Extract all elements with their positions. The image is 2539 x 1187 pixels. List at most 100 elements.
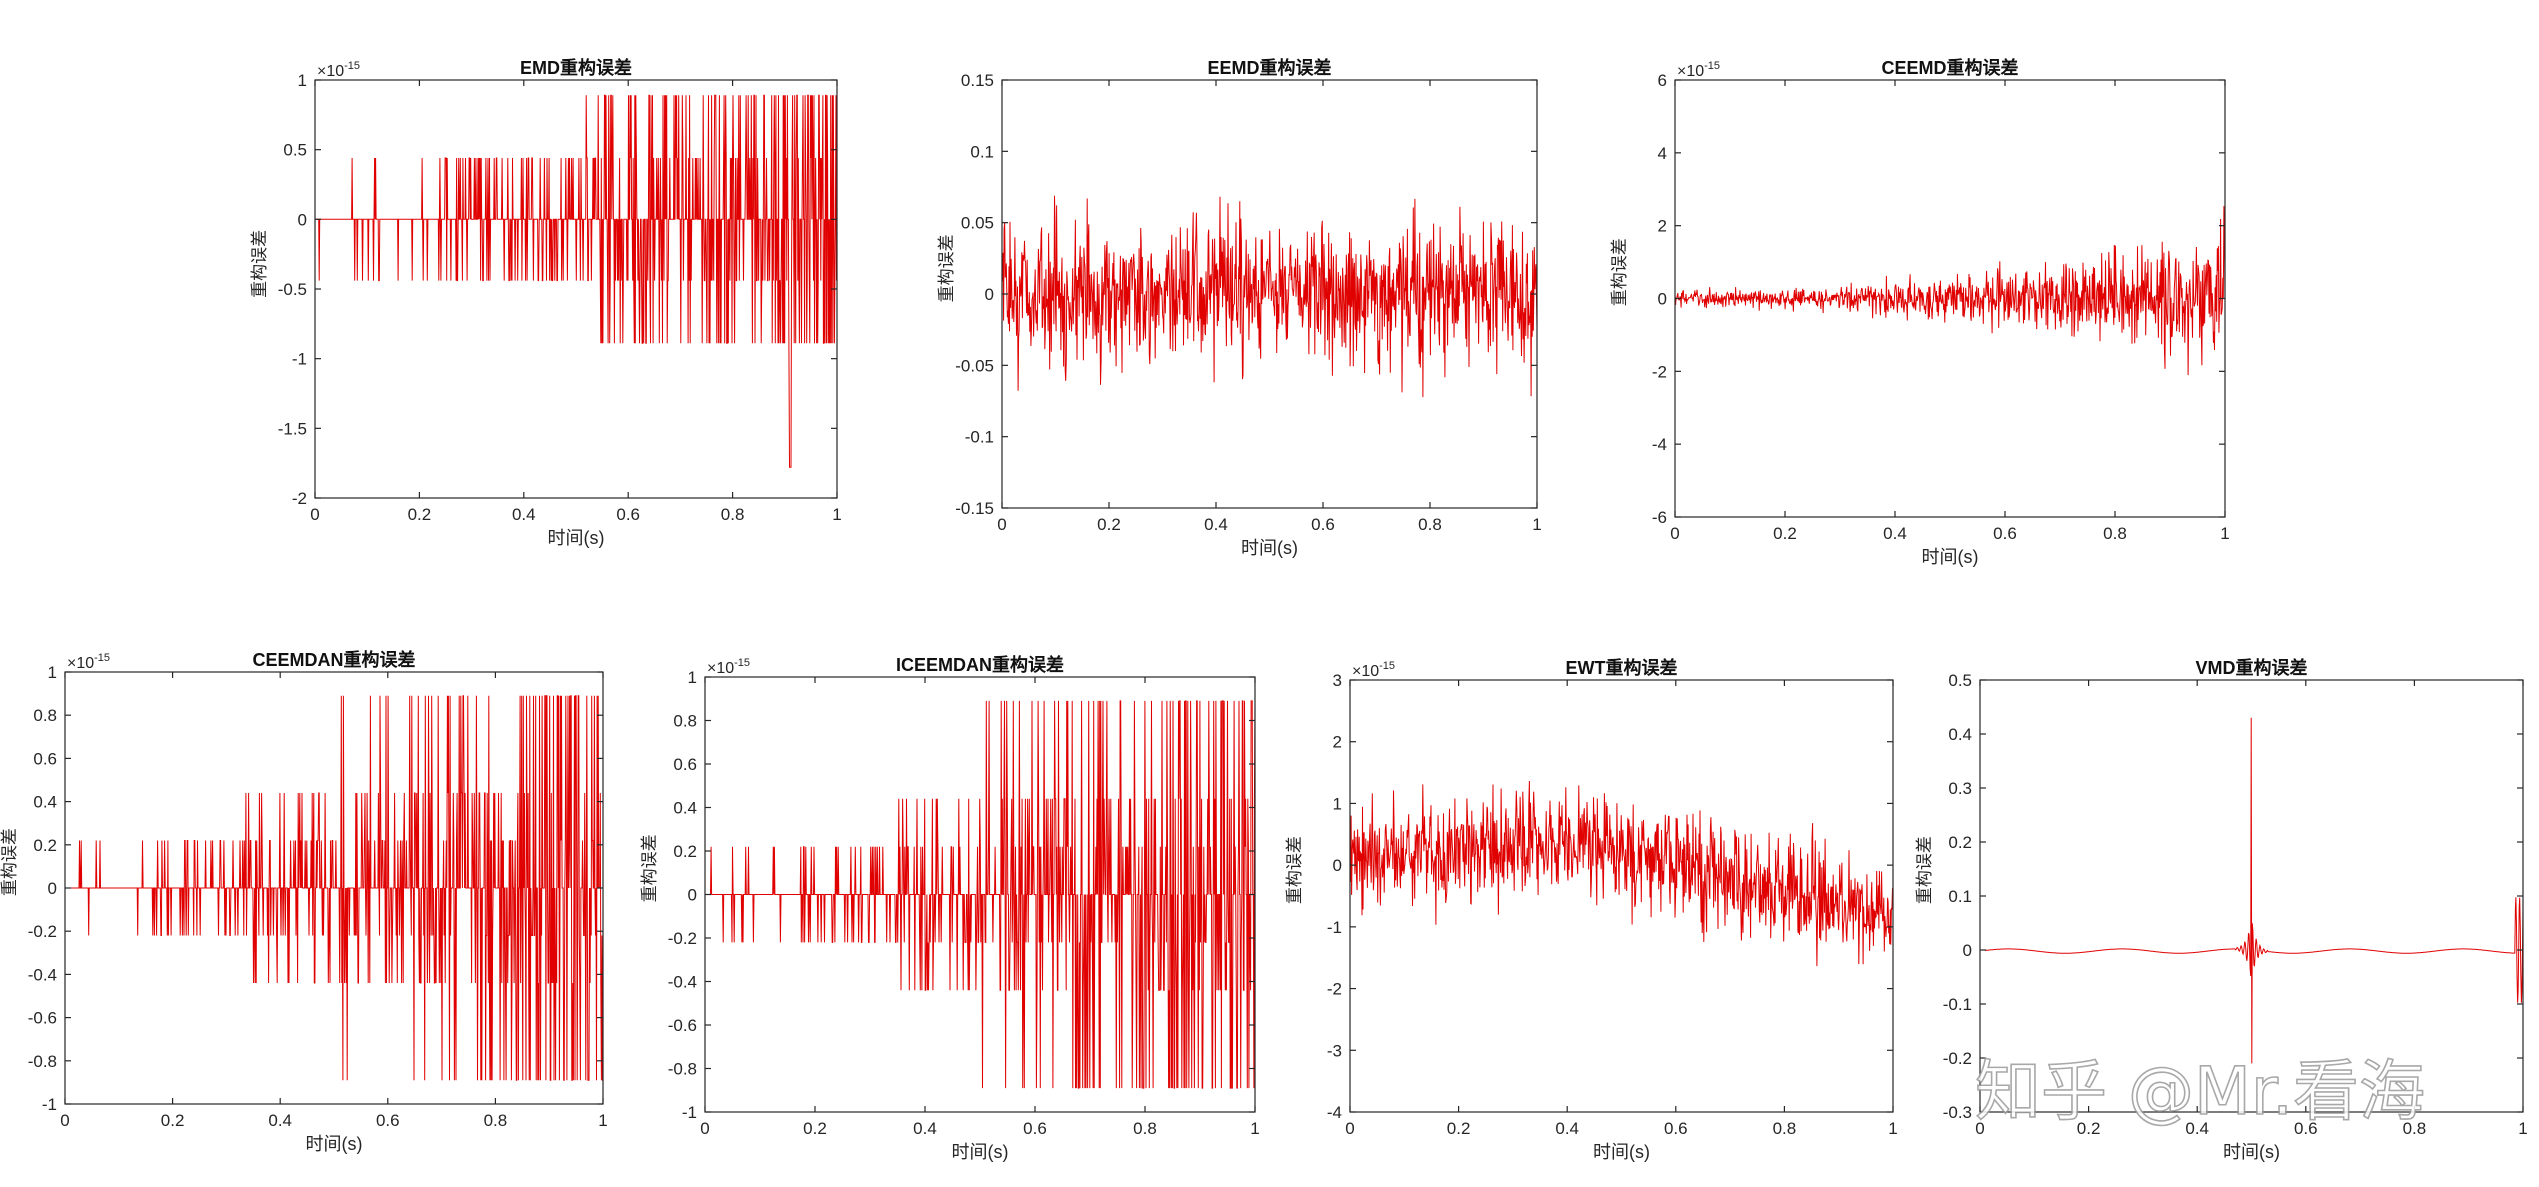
- chart-title: EMD重构误差: [520, 57, 632, 78]
- y-tick-label: 0.6: [33, 749, 57, 768]
- y-tick-label: -1.5: [278, 419, 307, 438]
- y-tick-label: 6: [1658, 71, 1667, 90]
- chart-title: CEEMDAN重构误差: [252, 649, 415, 670]
- x-tick-label: 0.2: [408, 505, 432, 524]
- x-tick-label: 0.2: [2077, 1119, 2101, 1138]
- x-axis-label: 时间(s): [306, 1134, 363, 1154]
- y-tick-label: 0: [298, 210, 307, 229]
- y-tick-label: 0.5: [283, 141, 307, 160]
- y-tick-label: 0: [985, 285, 994, 304]
- y-tick-label: -0.05: [955, 356, 994, 375]
- y-tick-label: 0: [1333, 856, 1342, 875]
- series-line: [315, 94, 837, 468]
- y-tick-label: 0.4: [1948, 725, 1972, 744]
- y-tick-label: -0.5: [278, 280, 307, 299]
- x-tick-label: 0.4: [1883, 524, 1907, 543]
- x-tick-label: 0.6: [2294, 1119, 2318, 1138]
- x-tick-label: 0.6: [1311, 515, 1335, 534]
- x-tick-label: 0.4: [1204, 515, 1228, 534]
- y-axis-label: 重构误差: [1915, 836, 1934, 904]
- y-tick-label: -0.15: [955, 499, 994, 518]
- y-tick-label: -1: [292, 350, 307, 369]
- x-axis-label: 时间(s): [2223, 1142, 2280, 1162]
- x-tick-label: 0.8: [1418, 515, 1442, 534]
- y-tick-label: -0.1: [965, 428, 994, 447]
- y-tick-label: -3: [1327, 1041, 1342, 1060]
- series-line: [1675, 206, 2225, 376]
- y-tick-label: 0.8: [33, 706, 57, 725]
- y-tick-label: -2: [292, 489, 307, 508]
- x-tick-label: 0.8: [484, 1111, 508, 1130]
- y-tick-label: 0: [1963, 941, 1972, 960]
- x-tick-label: 0: [997, 515, 1006, 534]
- y-tick-label: 0.2: [1948, 833, 1972, 852]
- y-tick-label: -6: [1652, 508, 1667, 527]
- x-tick-label: 0.6: [1993, 524, 2017, 543]
- y-tick-label: -0.1: [1943, 995, 1972, 1014]
- y-axis-label: 重构误差: [0, 828, 19, 896]
- y-tick-label: 1: [1333, 794, 1342, 813]
- y-axis-label: 重构误差: [1285, 836, 1304, 904]
- subplot-3: 0 0.2 0.4 0.6 0.8 1 -6 -4 -2 0 2 4 6 ×10-15 CEEMD重构误差时…: [1610, 57, 2230, 567]
- y-tick-label: -0.2: [28, 922, 57, 941]
- y-tick-label: 0.4: [33, 793, 57, 812]
- zhihu-watermark: 知乎 @Mr.看海: [1975, 1053, 2425, 1130]
- axes-frame: [314, 79, 838, 499]
- axis-exponent: ×10-15: [1677, 60, 1720, 80]
- y-tick-label: -0.3: [1943, 1103, 1972, 1122]
- x-tick-label: 1: [2220, 524, 2229, 543]
- x-axis-label: 时间(s): [952, 1142, 1009, 1162]
- x-tick-label: 0: [310, 505, 319, 524]
- y-tick-label: 2: [1333, 733, 1342, 752]
- x-tick-label: 0.8: [721, 505, 745, 524]
- chart-title: EWT重构误差: [1566, 657, 1678, 678]
- x-tick-label: 0.8: [1133, 1119, 1157, 1138]
- x-tick-label: 0: [1345, 1119, 1354, 1138]
- y-tick-label: 0.6: [673, 755, 697, 774]
- y-tick-label: 0.1: [1948, 887, 1972, 906]
- x-tick-label: 0.6: [616, 505, 640, 524]
- x-tick-label: 1: [598, 1111, 607, 1130]
- y-tick-label: -0.8: [668, 1060, 697, 1079]
- subplot-7: 0 0.2 0.4 0.6 0.8 1 -0.3 -0.2 -0.1 0 0.1 0.2 0.3 0.4 0…: [1915, 657, 2528, 1162]
- x-tick-label: 0.2: [1447, 1119, 1471, 1138]
- series-line: [65, 695, 603, 1081]
- x-tick-label: 0.4: [1555, 1119, 1579, 1138]
- chart-title: ICEEMDAN重构误差: [896, 654, 1064, 675]
- subplot-2: 0 0.2 0.4 0.6 0.8 1 -0.15 -0.1 -0.05 0 0.05 0.1 0.15…: [937, 57, 1542, 558]
- y-tick-label: 3: [1333, 671, 1342, 690]
- subplot-5: 0 0.2 0.4 0.6 0.8 1 -1 -0.8 -0.6 -0.4 -0.2 0 0.2 0.4 0…: [640, 654, 1260, 1162]
- y-tick-label: 0: [688, 886, 697, 905]
- subplot-6: 0 0.2 0.4 0.6 0.8 1 -4 -3 -2 -1 0 1 2 3 ×10-15 EWT重构误差时…: [1285, 657, 1898, 1162]
- y-tick-label: 0.2: [673, 842, 697, 861]
- chart-title: CEEMD重构误差: [1881, 57, 2018, 78]
- y-tick-label: 1: [48, 663, 57, 682]
- x-tick-label: 0.2: [1097, 515, 1121, 534]
- series-line: [1350, 780, 1893, 967]
- y-axis-label: 重构误差: [937, 234, 956, 302]
- y-tick-label: 0.1: [970, 142, 994, 161]
- x-tick-label: 0.6: [376, 1111, 400, 1130]
- axis-exponent: ×10-15: [1352, 660, 1395, 680]
- x-tick-label: 0.4: [512, 505, 536, 524]
- y-tick-label: -1: [1327, 918, 1342, 937]
- y-tick-label: -0.8: [28, 1052, 57, 1071]
- x-tick-label: 0.6: [1664, 1119, 1688, 1138]
- y-tick-label: -0.4: [28, 965, 57, 984]
- axis-exponent: ×10-15: [317, 60, 360, 80]
- x-tick-label: 0.2: [803, 1119, 827, 1138]
- y-tick-label: 1: [298, 71, 307, 90]
- x-axis-label: 时间(s): [1241, 538, 1298, 558]
- y-tick-label: 0.15: [961, 71, 994, 90]
- y-tick-label: -0.2: [1943, 1049, 1972, 1068]
- x-tick-label: 0.8: [1773, 1119, 1797, 1138]
- subplot-grid: 0 0.2 0.4 0.6 0.8 1 -2 -1.5 -1 -0.5 0 0.5 1 ×10-15 EMD…: [0, 57, 2528, 1162]
- x-tick-label: 0: [60, 1111, 69, 1130]
- y-tick-label: -2: [1327, 980, 1342, 999]
- x-tick-label: 1: [1250, 1119, 1259, 1138]
- y-tick-label: -0.2: [668, 929, 697, 948]
- y-tick-label: -0.6: [28, 1009, 57, 1028]
- x-tick-label: 1: [1888, 1119, 1897, 1138]
- y-tick-label: -2: [1652, 362, 1667, 381]
